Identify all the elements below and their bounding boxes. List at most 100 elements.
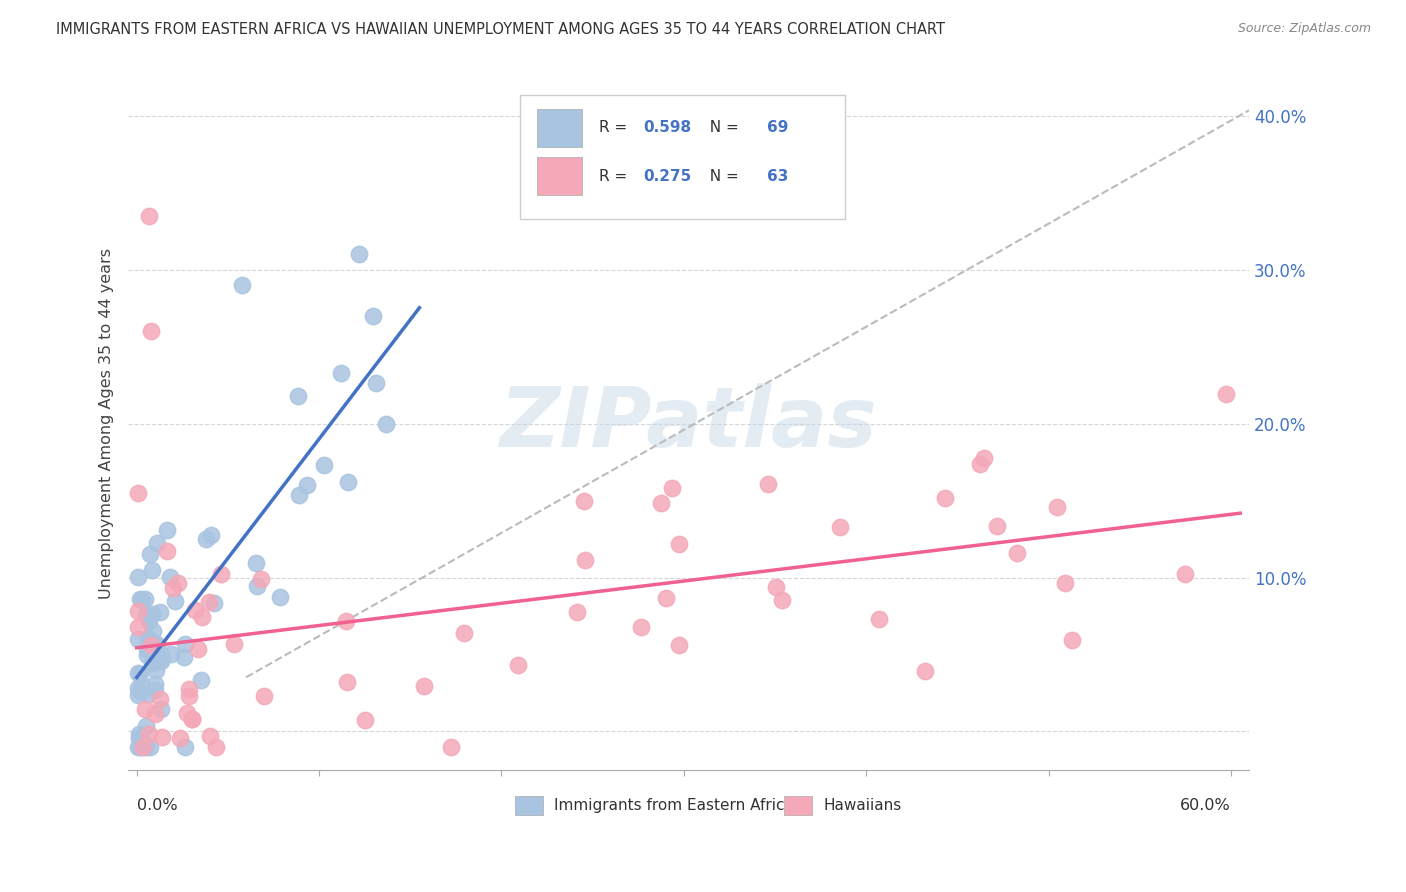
- Point: [336, 675, 359, 690]
- Point: [149, 655, 172, 669]
- Point: [156, 544, 179, 558]
- Point: [146, 638, 169, 652]
- Point: [287, 389, 309, 403]
- Point: [366, 376, 388, 391]
- Point: [756, 476, 779, 491]
- Point: [868, 612, 890, 626]
- Point: [134, 592, 156, 607]
- Point: [347, 247, 370, 261]
- Point: [413, 679, 436, 693]
- Point: [1005, 546, 1028, 560]
- Point: [141, 656, 163, 670]
- Point: [146, 535, 169, 549]
- Point: [143, 636, 166, 650]
- Text: Source: ZipAtlas.com: Source: ZipAtlas.com: [1237, 22, 1371, 36]
- Point: [167, 575, 190, 590]
- Point: [139, 638, 162, 652]
- Point: [453, 626, 475, 640]
- Point: [668, 638, 690, 652]
- Point: [135, 648, 157, 662]
- Point: [159, 648, 181, 662]
- Text: 69: 69: [766, 120, 789, 136]
- Point: [181, 712, 204, 726]
- Point: [136, 631, 159, 645]
- Point: [165, 594, 187, 608]
- Point: [131, 679, 153, 693]
- Point: [128, 604, 150, 618]
- Text: R =: R =: [599, 120, 631, 136]
- Point: [506, 658, 529, 673]
- Point: [145, 653, 167, 667]
- Point: [128, 731, 150, 745]
- Point: [159, 570, 181, 584]
- FancyBboxPatch shape: [520, 95, 845, 219]
- Point: [169, 731, 191, 745]
- Point: [969, 458, 991, 472]
- Point: [335, 614, 357, 628]
- Point: [312, 458, 335, 473]
- Point: [138, 726, 160, 740]
- Point: [253, 689, 276, 703]
- Point: [440, 739, 463, 754]
- Point: [190, 673, 212, 687]
- Point: [198, 729, 221, 743]
- Point: [132, 739, 155, 754]
- Point: [135, 607, 157, 622]
- Point: [150, 731, 173, 745]
- Point: [142, 624, 165, 639]
- Text: N =: N =: [700, 120, 744, 136]
- Point: [200, 528, 222, 542]
- Point: [179, 689, 201, 703]
- Point: [222, 637, 245, 651]
- Point: [914, 664, 936, 678]
- FancyBboxPatch shape: [537, 157, 582, 195]
- Point: [149, 605, 172, 619]
- Point: [128, 620, 150, 634]
- Point: [141, 607, 163, 622]
- Point: [136, 687, 159, 701]
- Point: [668, 537, 690, 551]
- Point: [195, 532, 218, 546]
- Point: [128, 570, 150, 584]
- Text: IMMIGRANTS FROM EASTERN AFRICA VS HAWAIIAN UNEMPLOYMENT AMONG AGES 35 TO 44 YEAR: IMMIGRANTS FROM EASTERN AFRICA VS HAWAII…: [56, 22, 945, 37]
- Point: [129, 667, 152, 681]
- Point: [139, 548, 162, 562]
- Point: [661, 481, 683, 495]
- Y-axis label: Unemployment Among Ages 35 to 44 years: Unemployment Among Ages 35 to 44 years: [100, 248, 114, 599]
- Point: [246, 579, 269, 593]
- Point: [176, 706, 198, 720]
- Point: [141, 641, 163, 656]
- Point: [134, 702, 156, 716]
- Point: [361, 309, 384, 323]
- Point: [128, 683, 150, 698]
- FancyBboxPatch shape: [537, 109, 582, 146]
- Point: [138, 614, 160, 628]
- Point: [131, 739, 153, 754]
- Point: [145, 683, 167, 698]
- Text: 0.275: 0.275: [644, 169, 692, 184]
- Point: [135, 739, 157, 754]
- Text: Hawaiians: Hawaiians: [823, 797, 901, 813]
- Point: [630, 620, 652, 634]
- Point: [131, 593, 153, 607]
- Point: [269, 590, 291, 604]
- Point: [330, 366, 353, 380]
- Point: [128, 486, 150, 500]
- Point: [162, 581, 184, 595]
- Text: R =: R =: [599, 169, 631, 184]
- Point: [128, 591, 150, 606]
- Point: [934, 491, 956, 505]
- FancyBboxPatch shape: [515, 796, 543, 815]
- FancyBboxPatch shape: [783, 796, 811, 815]
- Point: [180, 712, 202, 726]
- Point: [135, 641, 157, 656]
- Point: [1054, 575, 1077, 590]
- Point: [1046, 500, 1069, 515]
- Point: [205, 739, 228, 754]
- Text: ZIPatlas: ZIPatlas: [499, 384, 877, 464]
- Point: [187, 641, 209, 656]
- Point: [141, 563, 163, 577]
- Point: [765, 580, 787, 594]
- Point: [191, 609, 214, 624]
- Point: [574, 494, 596, 508]
